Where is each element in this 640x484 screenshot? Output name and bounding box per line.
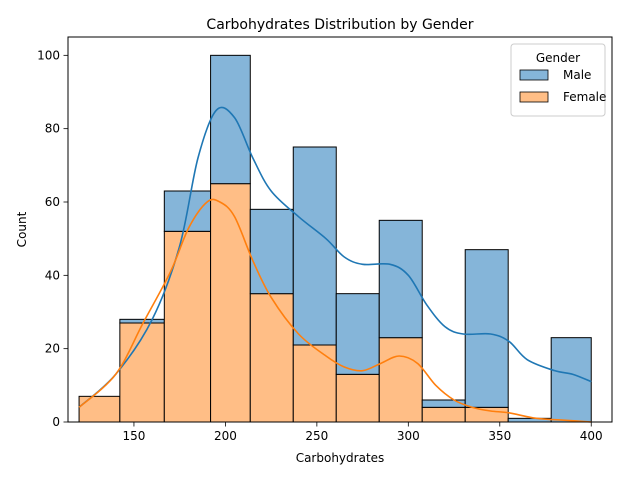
x-tick-label-300: 300 bbox=[397, 429, 420, 443]
bar-female-5 bbox=[292, 344, 337, 423]
kde-line-female bbox=[78, 198, 592, 423]
kde-line-male bbox=[78, 106, 592, 408]
bars-layer bbox=[78, 54, 592, 423]
y-tick-label-100: 100 bbox=[37, 48, 60, 62]
bar-female-7 bbox=[378, 337, 423, 423]
chart-title: Carbohydrates Distribution by Gender bbox=[206, 17, 473, 33]
legend-label-male: Male bbox=[563, 68, 591, 82]
x-tick-label-250: 250 bbox=[305, 429, 328, 443]
bar-female-8 bbox=[421, 406, 466, 423]
bar-male-11 bbox=[550, 337, 592, 423]
bar-male-3 bbox=[210, 54, 251, 185]
x-tick-label-200: 200 bbox=[214, 429, 237, 443]
bar-male-6 bbox=[335, 293, 380, 375]
bar-female-3 bbox=[210, 183, 251, 423]
bar-male-9 bbox=[464, 249, 509, 408]
bar-male-5 bbox=[292, 146, 337, 346]
kde-lines-layer bbox=[78, 106, 592, 423]
bar-male-7 bbox=[378, 219, 423, 339]
bar-male-8 bbox=[421, 399, 466, 408]
legend-title: Gender bbox=[536, 51, 580, 65]
x-axis-label: Carbohydrates bbox=[296, 451, 385, 465]
bar-female-4 bbox=[249, 293, 294, 423]
bar-female-6 bbox=[335, 373, 380, 423]
y-axis-label: Count bbox=[15, 211, 29, 247]
y-tick-label-40: 40 bbox=[45, 268, 60, 282]
bar-female-0 bbox=[78, 395, 121, 423]
bar-female-2 bbox=[163, 230, 212, 423]
x-tick-label-150: 150 bbox=[122, 429, 145, 443]
legend-label-female: Female bbox=[563, 90, 606, 104]
y-tick-label-20: 20 bbox=[45, 342, 60, 356]
bar-female-9 bbox=[464, 406, 509, 423]
x-axis-ticks: 150 200 250 300 350 400 bbox=[122, 422, 603, 443]
bar-male-4 bbox=[249, 208, 294, 295]
plot-frame bbox=[67, 36, 613, 423]
legend-swatch-male bbox=[519, 69, 549, 81]
legend-swatch-female bbox=[519, 91, 549, 103]
y-tick-label-80: 80 bbox=[45, 122, 60, 136]
y-tick-label-0: 0 bbox=[52, 415, 60, 429]
y-tick-label-60: 60 bbox=[45, 195, 60, 209]
x-tick-label-350: 350 bbox=[488, 429, 511, 443]
x-tick-label-400: 400 bbox=[580, 429, 603, 443]
bar-female-1 bbox=[119, 322, 165, 423]
y-axis-ticks: 0 20 40 60 80 100 bbox=[37, 48, 68, 429]
legend: Gender Male Female bbox=[510, 43, 606, 117]
bar-male-1 bbox=[119, 318, 165, 324]
